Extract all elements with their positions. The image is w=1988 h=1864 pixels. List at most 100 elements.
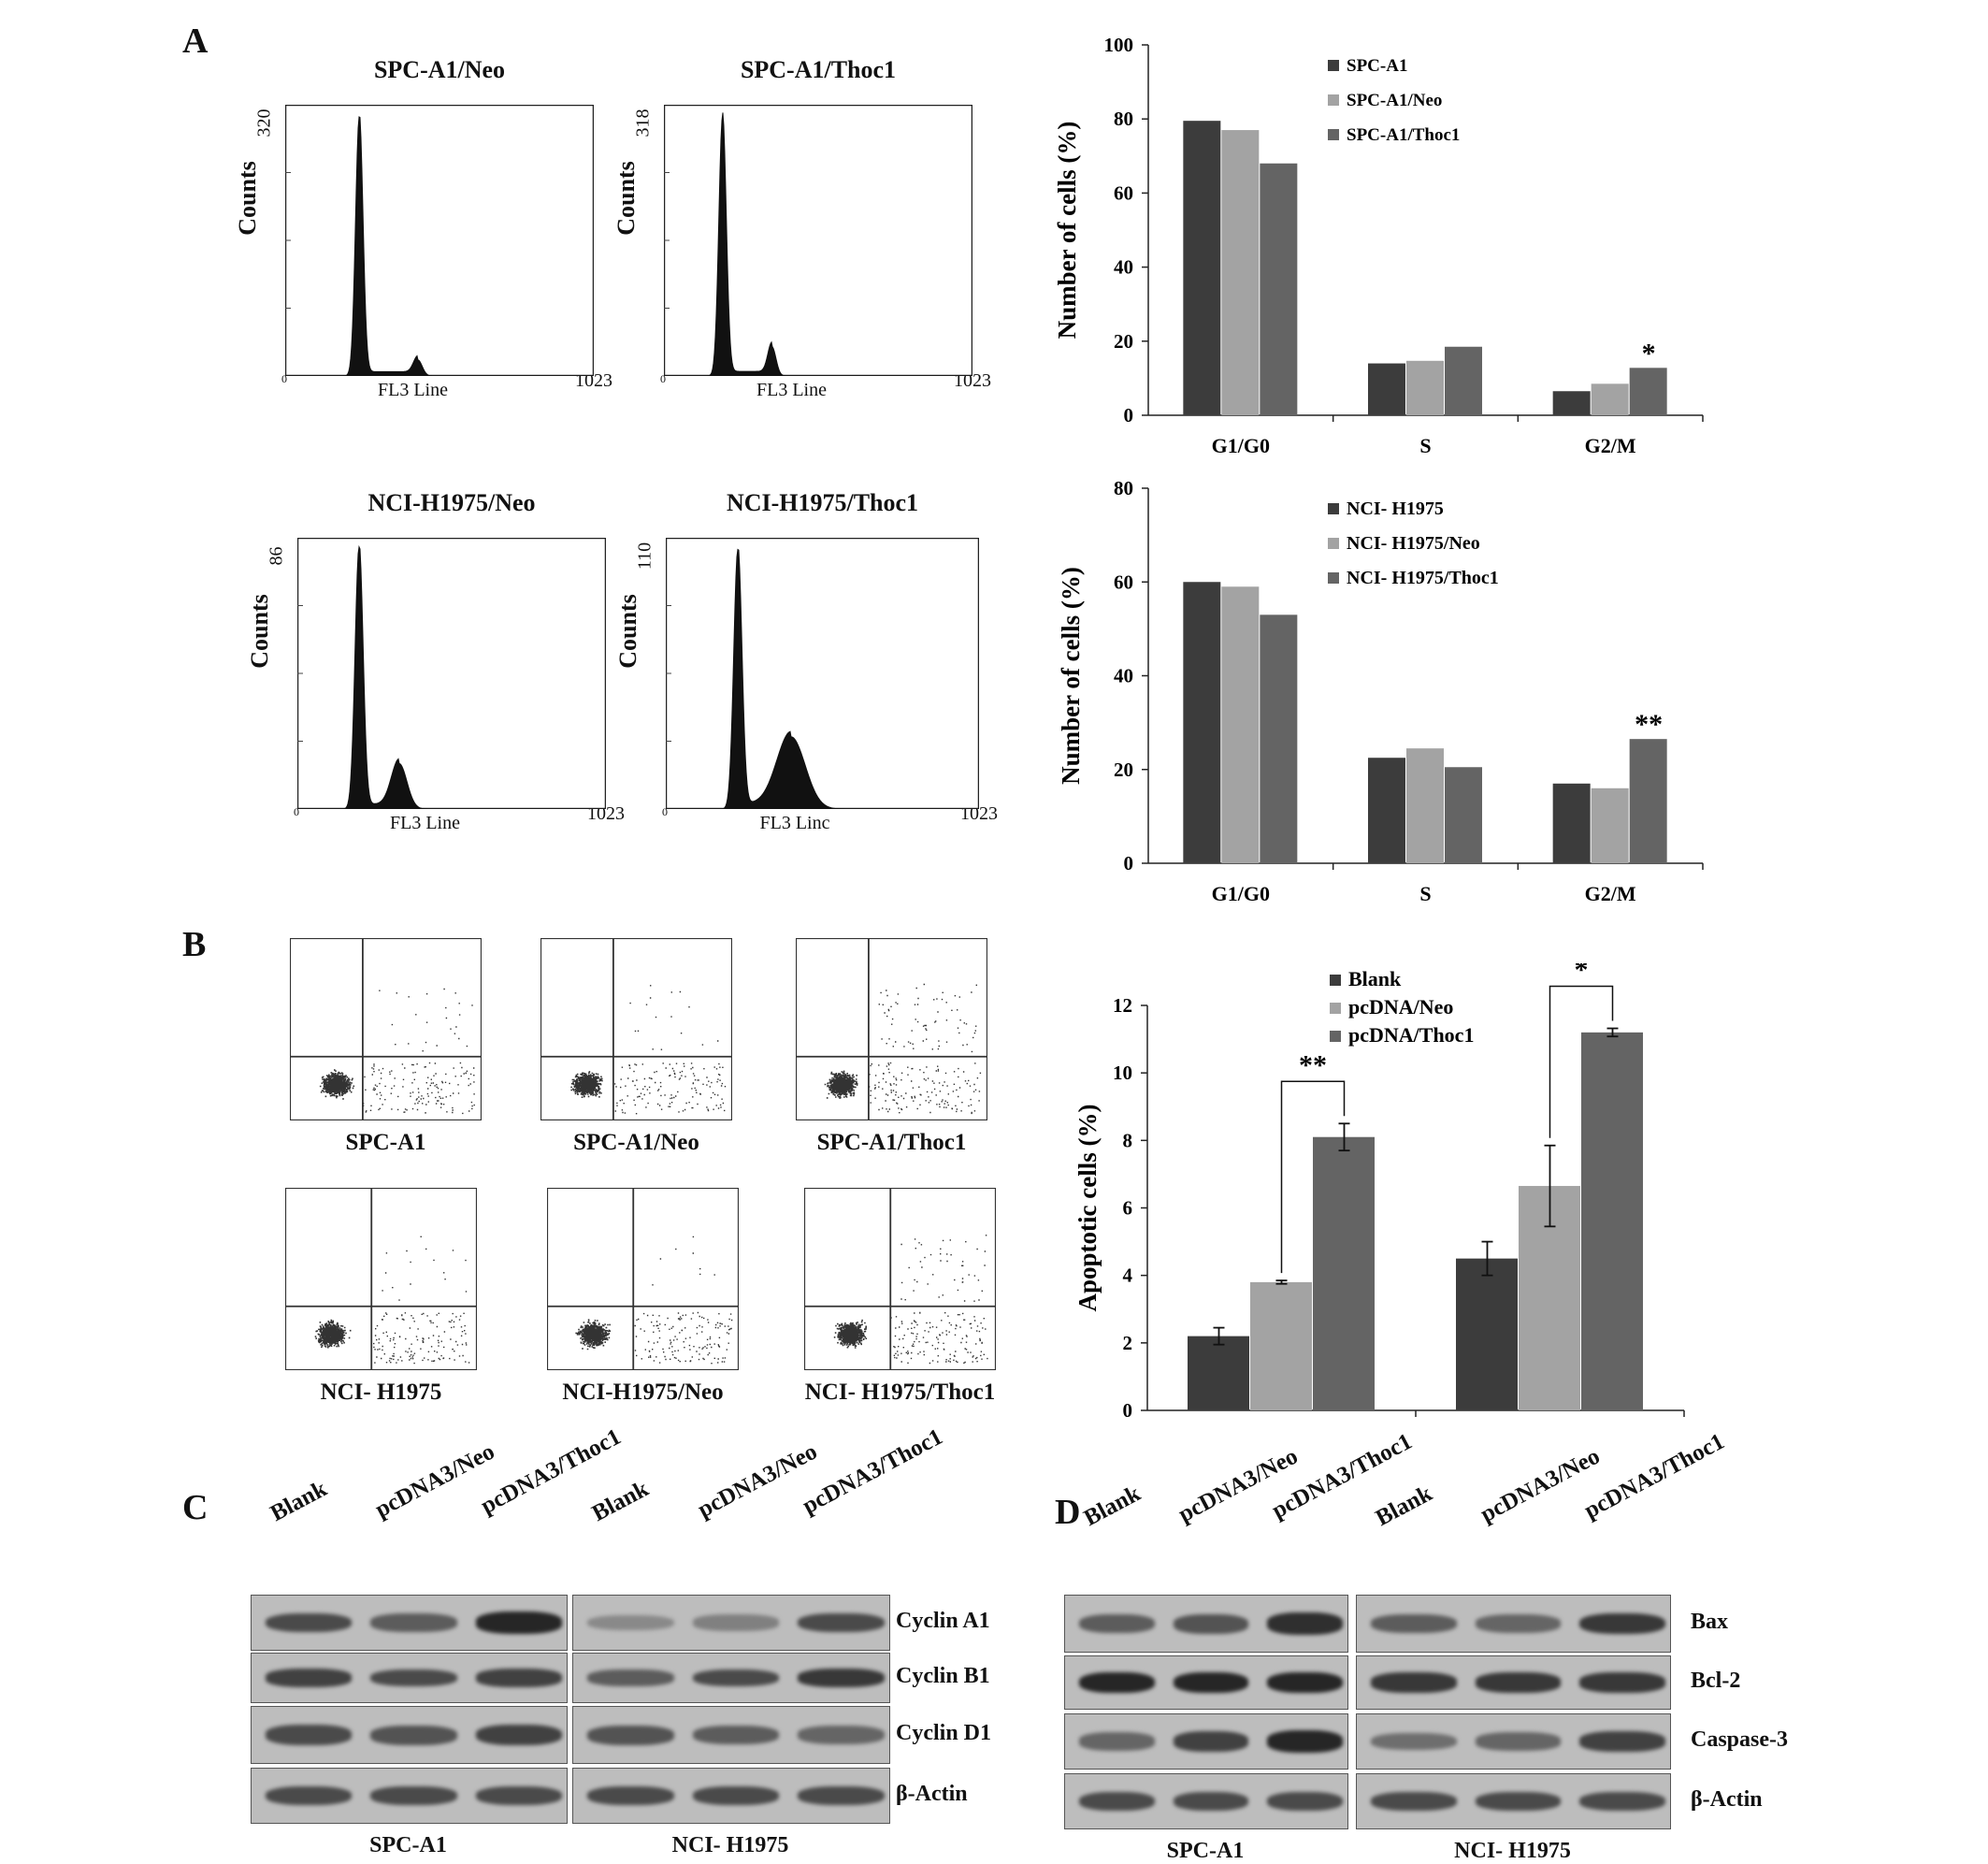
legend-label: SPC-A1/Neo	[1347, 91, 1442, 110]
x-tick-label: G1/G0	[1212, 882, 1270, 905]
bar	[1368, 363, 1405, 415]
protein-label: Cyclin A1	[896, 1609, 990, 1633]
bar	[1581, 1032, 1643, 1410]
legend-swatch	[1328, 129, 1339, 140]
bar	[1368, 758, 1405, 863]
histogram-ylabel: Counts	[612, 161, 640, 236]
blot-band	[1579, 1672, 1665, 1693]
bar	[1591, 383, 1629, 415]
blot-band	[587, 1725, 674, 1745]
flow-scatter-plot	[547, 1188, 739, 1370]
scatter-label: SPC-A1	[345, 1130, 426, 1155]
blot-band	[798, 1612, 885, 1633]
blot-band	[692, 1614, 780, 1631]
histogram-xlabel: FL3 Line	[756, 380, 827, 400]
histogram-frame	[666, 538, 979, 809]
protein-label: Cyclin B1	[896, 1664, 990, 1688]
histogram-plot	[664, 105, 972, 376]
significance-marker: *	[1575, 963, 1589, 986]
blot-band	[1173, 1791, 1249, 1812]
y-tick-label: 0	[1124, 404, 1134, 426]
blot-group-label: SPC-A1	[369, 1833, 447, 1857]
significance-marker: **	[1299, 1049, 1327, 1080]
scatter-points	[314, 1235, 470, 1365]
blot-band	[587, 1614, 674, 1631]
lane-label: pcDNA3/Thoc1	[1580, 1428, 1729, 1524]
blot-band	[1173, 1731, 1249, 1752]
y-axis-label: Apoptotic cells (%)	[1073, 1105, 1102, 1312]
lane-label: Blank	[266, 1476, 331, 1527]
histogram-xmin-label: 0	[662, 805, 668, 818]
bar	[1445, 767, 1482, 863]
legend-label: Blank	[1348, 967, 1402, 990]
bar	[1406, 748, 1444, 863]
legend-label: SPC-A1	[1347, 56, 1407, 76]
panel-label-b: B	[182, 925, 207, 964]
bar	[1313, 1136, 1375, 1410]
lane-label: pcDNA3/Neo	[693, 1438, 822, 1524]
blot-band	[1173, 1613, 1249, 1634]
blot-band	[1579, 1612, 1665, 1635]
y-tick-label: 40	[1114, 256, 1133, 279]
y-tick-label: 80	[1114, 108, 1133, 130]
bar	[1221, 130, 1260, 415]
blot-strip	[1356, 1655, 1671, 1710]
histogram-frame	[664, 105, 972, 376]
y-tick-label: 100	[1104, 34, 1134, 56]
blot-band	[475, 1724, 562, 1746]
legend-label: NCI- H1975	[1347, 499, 1444, 519]
scatter-label: SPC-A1/Neo	[573, 1130, 699, 1155]
blot-band	[475, 1785, 562, 1806]
blot-strip	[572, 1706, 890, 1764]
blot-band	[1371, 1613, 1457, 1634]
blot-band	[370, 1785, 457, 1806]
scatter-frame	[540, 938, 732, 1120]
blot-strip	[572, 1653, 890, 1703]
blot-band	[1475, 1614, 1562, 1633]
bar	[1552, 783, 1591, 863]
blot-band	[1475, 1732, 1562, 1751]
y-tick-label: 40	[1114, 665, 1133, 687]
bar	[1456, 1258, 1518, 1410]
blot-band	[1579, 1731, 1665, 1752]
protein-label: β-Actin	[1691, 1787, 1763, 1812]
legend-label: NCI- H1975/Thoc1	[1347, 568, 1499, 588]
scatter-label: SPC-A1/Thoc1	[816, 1130, 967, 1155]
panel-label-c: C	[182, 1488, 209, 1527]
histogram-xlabel: FL3 Line	[390, 813, 460, 833]
blot-strip	[1356, 1773, 1671, 1829]
blot-band	[1079, 1671, 1155, 1694]
blot-band	[266, 1785, 353, 1806]
histogram-frame	[297, 538, 606, 809]
x-tick-label: S	[1419, 882, 1431, 905]
histogram-xmin-label: 0	[281, 372, 287, 385]
legend-swatch	[1328, 572, 1339, 584]
scatter-frame	[547, 1188, 739, 1370]
legend-swatch	[1330, 975, 1341, 986]
x-tick-label: G2/M	[1585, 882, 1636, 905]
bar	[1260, 163, 1298, 415]
scatter-label: NCI- H1975	[320, 1380, 442, 1405]
y-tick-label: 10	[1113, 1062, 1132, 1084]
legend-swatch	[1328, 60, 1339, 71]
legend-swatch	[1330, 1003, 1341, 1014]
flow-scatter-plot	[285, 1188, 477, 1370]
legend-label: pcDNA/Neo	[1348, 995, 1453, 1019]
y-tick-label: 0	[1124, 852, 1134, 874]
blot-band	[266, 1669, 353, 1687]
histogram-trace	[297, 544, 606, 809]
blot-band	[1079, 1732, 1155, 1751]
blot-band	[1267, 1671, 1343, 1694]
flow-scatter-plot	[796, 938, 987, 1120]
x-tick-label: G2/M	[1585, 434, 1636, 457]
scatter-frame	[290, 938, 482, 1120]
x-tick-label: S	[1419, 434, 1431, 457]
x-tick-label: G1/G0	[1212, 434, 1270, 457]
lane-label: Blank	[587, 1476, 653, 1527]
protein-label: Bcl-2	[1691, 1669, 1741, 1693]
blot-band	[1371, 1791, 1457, 1812]
blot-band	[587, 1785, 674, 1806]
lane-label: pcDNA3/Neo	[1476, 1443, 1605, 1528]
histogram-xlabel: FL3 Linc	[759, 813, 830, 833]
bar	[1260, 614, 1298, 863]
